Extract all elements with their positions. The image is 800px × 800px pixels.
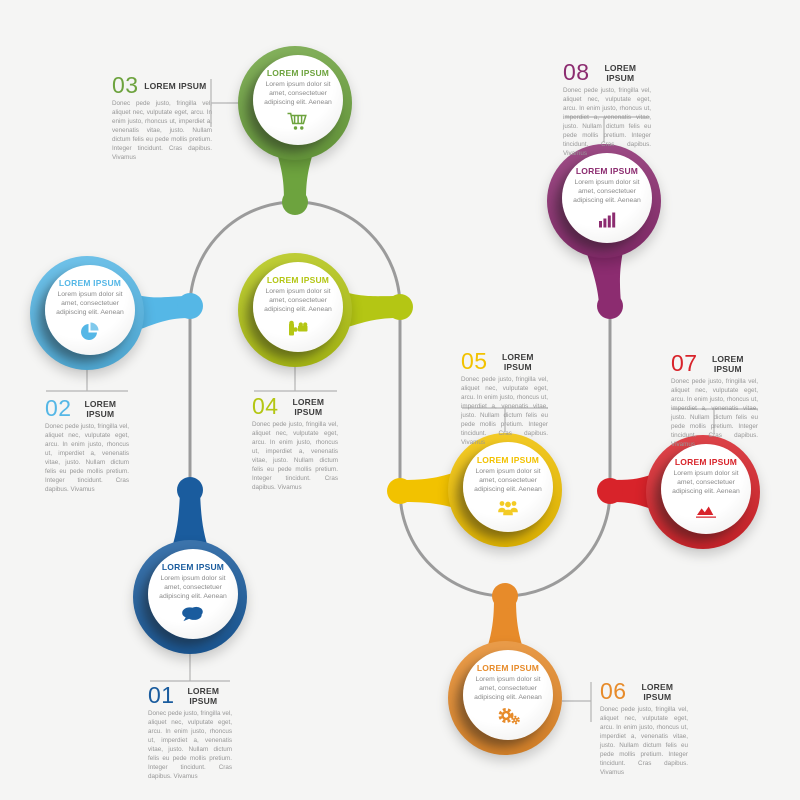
step-number: 01 bbox=[148, 682, 175, 708]
step-block-01: 01 LOREM IPSUM Donec pede justo, fringil… bbox=[148, 684, 232, 782]
step-bubble-02: LOREM IPSUM Lorem ipsum dolor sit amet, … bbox=[30, 256, 144, 370]
step-stem-08 bbox=[583, 243, 625, 304]
line-chart-icon bbox=[694, 499, 718, 523]
puzzle-icon bbox=[285, 317, 311, 341]
step-bubble-05: LOREM IPSUM Lorem ipsum dolor sit amet, … bbox=[448, 433, 562, 547]
step-description: Donec pede justo, fringilla vel, aliquet… bbox=[252, 421, 338, 491]
step-label: LOREM IPSUM bbox=[711, 353, 744, 374]
step-description: Donec pede justo, fringilla vel, aliquet… bbox=[112, 100, 212, 161]
panel-title: LOREM IPSUM bbox=[476, 663, 540, 673]
step-node-04 bbox=[387, 294, 413, 320]
step-number: 06 bbox=[600, 678, 627, 704]
step-block-08: 08 LOREM IPSUM Donec pede justo, fringil… bbox=[563, 61, 651, 159]
step-label: LOREM IPSUM bbox=[501, 351, 534, 372]
step-block-02: 02 LOREM IPSUM Donec pede justo, fringil… bbox=[45, 397, 129, 495]
step-number: 04 bbox=[252, 393, 279, 419]
panel-body: Lorem ipsum dolor sit amet, consectetuer… bbox=[672, 470, 740, 495]
step-panel-06: LOREM IPSUM Lorem ipsum dolor sit amet, … bbox=[463, 650, 553, 740]
panel-title: LOREM IPSUM bbox=[266, 68, 330, 78]
panel-body: Lorem ipsum dolor sit amet, consectetuer… bbox=[159, 575, 227, 600]
panel-title: LOREM IPSUM bbox=[58, 278, 122, 288]
step-bubble-01: LOREM IPSUM Lorem ipsum dolor sit amet, … bbox=[133, 540, 247, 654]
panel-title: LOREM IPSUM bbox=[161, 562, 225, 572]
step-panel-04: LOREM IPSUM Lorem ipsum dolor sit amet, … bbox=[253, 262, 343, 352]
step-description: Donec pede justo, fringilla vel, aliquet… bbox=[671, 378, 758, 448]
step-label: LOREM IPSUM bbox=[187, 685, 220, 706]
panel-body: Lorem ipsum dolor sit amet, consectetuer… bbox=[56, 291, 124, 316]
shopping-cart-icon bbox=[286, 110, 310, 134]
step-number: 03 bbox=[112, 72, 139, 98]
panel-title: LOREM IPSUM bbox=[674, 457, 738, 467]
step-bubble-08: LOREM IPSUM Lorem ipsum dolor sit amet, … bbox=[547, 144, 661, 258]
people-icon bbox=[496, 497, 520, 521]
step-number: 08 bbox=[563, 59, 590, 85]
step-block-04: 04 LOREM IPSUM Donec pede justo, fringil… bbox=[252, 395, 338, 493]
step-panel-08: LOREM IPSUM Lorem ipsum dolor sit amet, … bbox=[562, 153, 652, 243]
step-bubble-06: LOREM IPSUM Lorem ipsum dolor sit amet, … bbox=[448, 641, 562, 755]
step-block-06: 06 LOREM IPSUM Donec pede justo, fringil… bbox=[600, 680, 688, 778]
step-node-05 bbox=[387, 478, 413, 504]
panel-body: Lorem ipsum dolor sit amet, consectetuer… bbox=[474, 676, 542, 701]
step-connector-04 bbox=[254, 367, 337, 392]
step-description: Donec pede justo, fringilla vel, aliquet… bbox=[563, 87, 651, 157]
step-number: 07 bbox=[671, 350, 698, 376]
step-description: Donec pede justo, fringilla vel, aliquet… bbox=[45, 423, 130, 493]
step-bubble-04: LOREM IPSUM Lorem ipsum dolor sit amet, … bbox=[238, 253, 352, 367]
panel-body: Lorem ipsum dolor sit amet, consectetuer… bbox=[264, 81, 332, 106]
timeline-path bbox=[188, 200, 612, 598]
step-node-03 bbox=[282, 189, 308, 215]
step-node-08 bbox=[597, 293, 623, 319]
step-bubble-07: LOREM IPSUM Lorem ipsum dolor sit amet, … bbox=[646, 435, 760, 549]
step-connector-08 bbox=[565, 116, 650, 142]
step-block-05: 05 LOREM IPSUM Donec pede justo, fringil… bbox=[461, 350, 548, 448]
panel-title: LOREM IPSUM bbox=[575, 166, 639, 176]
step-label: LOREM IPSUM bbox=[641, 681, 674, 702]
step-panel-01: LOREM IPSUM Lorem ipsum dolor sit amet, … bbox=[148, 549, 238, 639]
panel-body: Lorem ipsum dolor sit amet, consectetuer… bbox=[264, 288, 332, 313]
speech-bubble-icon bbox=[180, 604, 206, 628]
gears-icon bbox=[496, 705, 521, 729]
step-block-03: 03 LOREM IPSUM Donec pede justo, fringil… bbox=[112, 74, 212, 163]
step-connector-05 bbox=[462, 407, 548, 432]
step-node-01 bbox=[177, 477, 203, 503]
step-block-07: 07 LOREM IPSUM Donec pede justo, fringil… bbox=[671, 352, 758, 450]
bar-chart-icon bbox=[595, 208, 619, 232]
step-label: LOREM IPSUM bbox=[292, 396, 325, 417]
panel-title: LOREM IPSUM bbox=[476, 455, 540, 465]
step-number: 02 bbox=[45, 395, 72, 421]
step-description: Donec pede justo, fringilla vel, aliquet… bbox=[148, 710, 233, 780]
pie-chart-icon bbox=[78, 320, 102, 344]
step-panel-02: LOREM IPSUM Lorem ipsum dolor sit amet, … bbox=[45, 265, 135, 355]
step-node-07 bbox=[597, 478, 623, 504]
step-panel-07: LOREM IPSUM Lorem ipsum dolor sit amet, … bbox=[661, 444, 751, 534]
step-node-02 bbox=[177, 293, 203, 319]
step-label: LOREM IPSUM bbox=[144, 80, 207, 91]
step-connector-01 bbox=[150, 654, 230, 682]
step-connector-02 bbox=[46, 370, 128, 392]
step-panel-05: LOREM IPSUM Lorem ipsum dolor sit amet, … bbox=[463, 442, 553, 532]
step-panel-03: LOREM IPSUM Lorem ipsum dolor sit amet, … bbox=[253, 55, 343, 145]
panel-body: Lorem ipsum dolor sit amet, consectetuer… bbox=[573, 179, 641, 204]
step-label: LOREM IPSUM bbox=[604, 62, 637, 83]
step-description: Donec pede justo, fringilla vel, aliquet… bbox=[600, 706, 688, 776]
step-bubble-03: LOREM IPSUM Lorem ipsum dolor sit amet, … bbox=[238, 46, 352, 160]
step-connector-07 bbox=[672, 408, 758, 434]
panel-body: Lorem ipsum dolor sit amet, consectetuer… bbox=[474, 468, 542, 493]
step-label: LOREM IPSUM bbox=[84, 398, 117, 419]
step-stem-04 bbox=[336, 289, 398, 331]
panel-title: LOREM IPSUM bbox=[266, 275, 330, 285]
step-number: 05 bbox=[461, 348, 488, 374]
step-description: Donec pede justo, fringilla vel, aliquet… bbox=[461, 376, 548, 446]
step-connector-06 bbox=[562, 682, 592, 722]
step-node-06 bbox=[492, 583, 518, 609]
step-connector-03 bbox=[210, 79, 239, 127]
